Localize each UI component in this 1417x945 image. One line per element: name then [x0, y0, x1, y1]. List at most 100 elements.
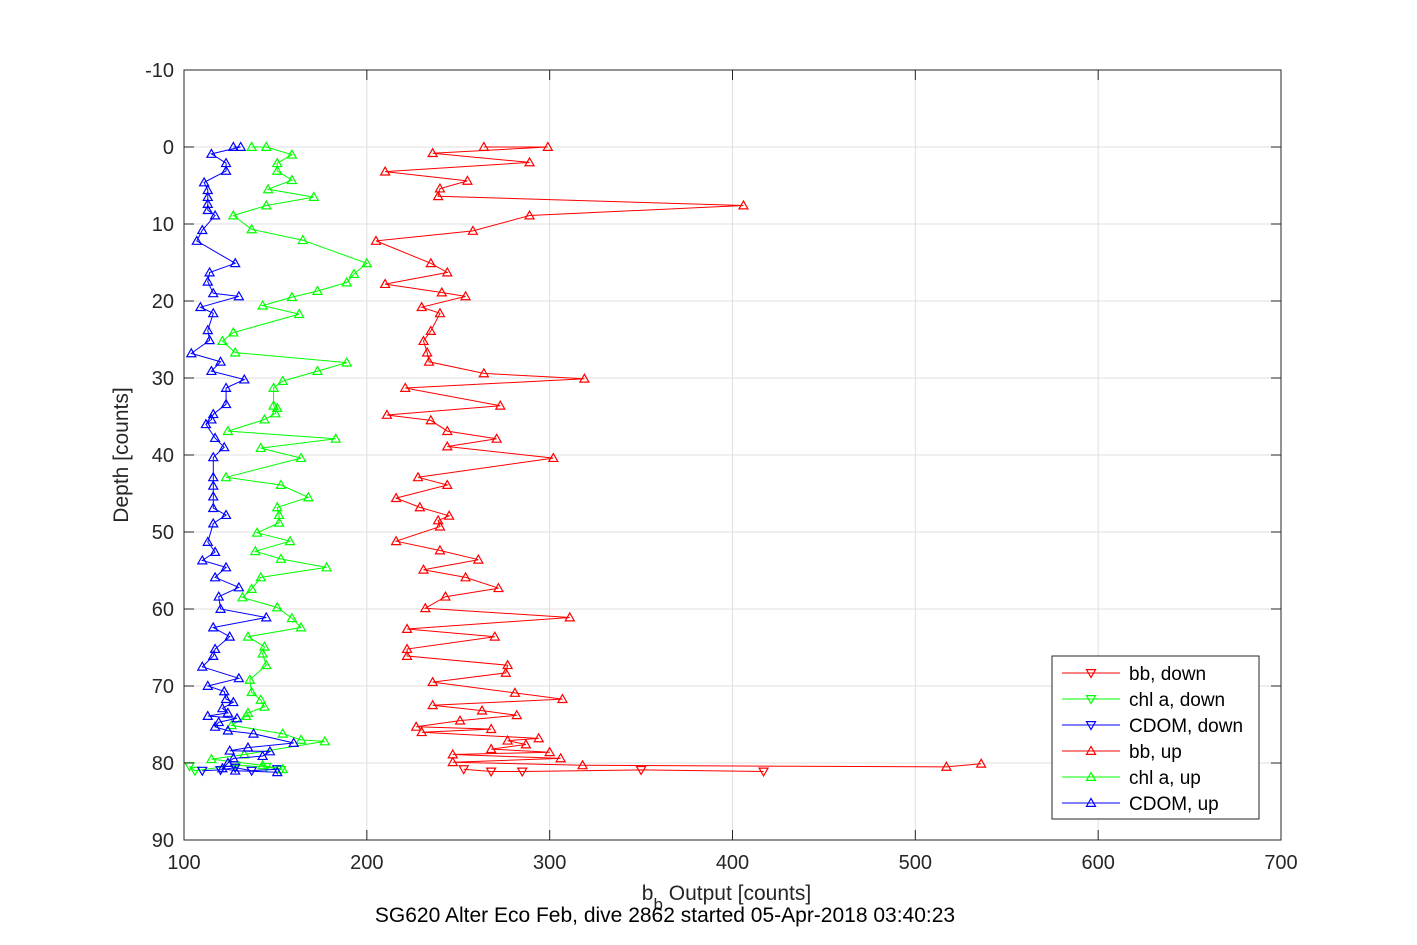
data-point [547, 452, 559, 463]
data-point [213, 716, 225, 727]
x-tick-label: 100 [167, 852, 200, 874]
data-point [216, 335, 228, 346]
data-point [441, 440, 453, 451]
data-point [258, 641, 270, 651]
data-point [236, 591, 249, 602]
data-point [220, 382, 232, 392]
data-point [233, 672, 245, 683]
data-point [277, 728, 289, 738]
data-point [432, 190, 444, 201]
series-bb-down [458, 765, 770, 778]
data-point [1085, 745, 1097, 755]
data-point [286, 148, 298, 159]
data-point [288, 737, 300, 747]
data-point [441, 266, 453, 277]
data-point [205, 413, 217, 424]
data-point [277, 375, 289, 386]
data-point [191, 235, 203, 245]
data-point [249, 545, 261, 556]
data-point [434, 307, 446, 318]
data-point [220, 509, 232, 520]
legend-item: CDOM, down [1062, 716, 1243, 737]
data-point [222, 707, 234, 717]
y-tick-label: 40 [152, 445, 174, 467]
data-point [255, 571, 267, 582]
data-point [262, 183, 274, 194]
data-point [196, 554, 208, 565]
data-point [758, 767, 770, 778]
data-point [308, 191, 320, 202]
data-point [341, 356, 353, 367]
series-line [375, 146, 982, 768]
data-point [577, 759, 589, 770]
x-axis-label-rest: Output [counts] [663, 882, 811, 905]
data-point [204, 266, 216, 277]
data-point [271, 766, 283, 777]
data-point [434, 520, 446, 531]
x-tick-label: 300 [533, 852, 566, 874]
data-point [319, 735, 331, 746]
series-cdom-up [185, 141, 300, 777]
figure-caption: SG620 Alter Eco Feb, dive 2862 started 0… [374, 904, 956, 927]
data-point [390, 492, 402, 503]
data-point [432, 514, 444, 525]
data-point [370, 235, 382, 245]
data-point [260, 611, 272, 622]
data-point [1085, 695, 1097, 705]
data-point [207, 287, 219, 298]
legend-label: chl a, down [1129, 690, 1225, 711]
legend-item: CDOM, up [1062, 794, 1219, 815]
data-point [434, 182, 446, 193]
data-point [205, 753, 217, 764]
data-point [229, 257, 241, 268]
y-tick-label: 70 [152, 676, 174, 698]
data-point [341, 276, 353, 287]
data-point [224, 631, 236, 641]
data-point [227, 141, 239, 151]
data-point [227, 696, 239, 707]
data-point [295, 621, 307, 632]
data-point [229, 764, 241, 775]
x-axis-label-main: b [642, 882, 654, 905]
data-point [242, 741, 254, 752]
data-point [268, 382, 280, 392]
x-tick-label: 200 [350, 852, 383, 874]
data-point [220, 398, 232, 409]
data-point [401, 623, 413, 633]
data-point [381, 409, 393, 419]
data-point [273, 517, 285, 527]
data-point [220, 165, 232, 175]
data-point [297, 234, 309, 245]
data-point [246, 686, 258, 697]
data-point [229, 763, 241, 774]
data-point [311, 365, 324, 376]
data-point [434, 544, 446, 555]
data-point [460, 571, 472, 582]
data-point [564, 611, 576, 622]
data-point [940, 761, 952, 771]
data-point [399, 382, 411, 392]
legend-label: CDOM, down [1129, 716, 1243, 737]
legend-label: CDOM, up [1129, 794, 1219, 815]
data-point [502, 734, 514, 745]
data-point [427, 147, 439, 158]
data-point [216, 702, 228, 713]
data-point [1085, 771, 1097, 781]
data-point [209, 643, 221, 654]
data-point [271, 165, 283, 175]
data-point [196, 766, 208, 777]
data-point [207, 502, 219, 513]
data-point [194, 301, 206, 312]
data-point [240, 710, 252, 721]
data-point [414, 501, 426, 512]
data-point [222, 724, 234, 735]
data-point [198, 176, 210, 187]
data-point [509, 687, 521, 697]
data-point [516, 767, 528, 778]
data-point [379, 165, 391, 176]
data-point [233, 290, 245, 301]
data-point [207, 307, 219, 318]
data-point [207, 517, 219, 528]
data-point [257, 299, 269, 310]
data-point [251, 527, 263, 537]
